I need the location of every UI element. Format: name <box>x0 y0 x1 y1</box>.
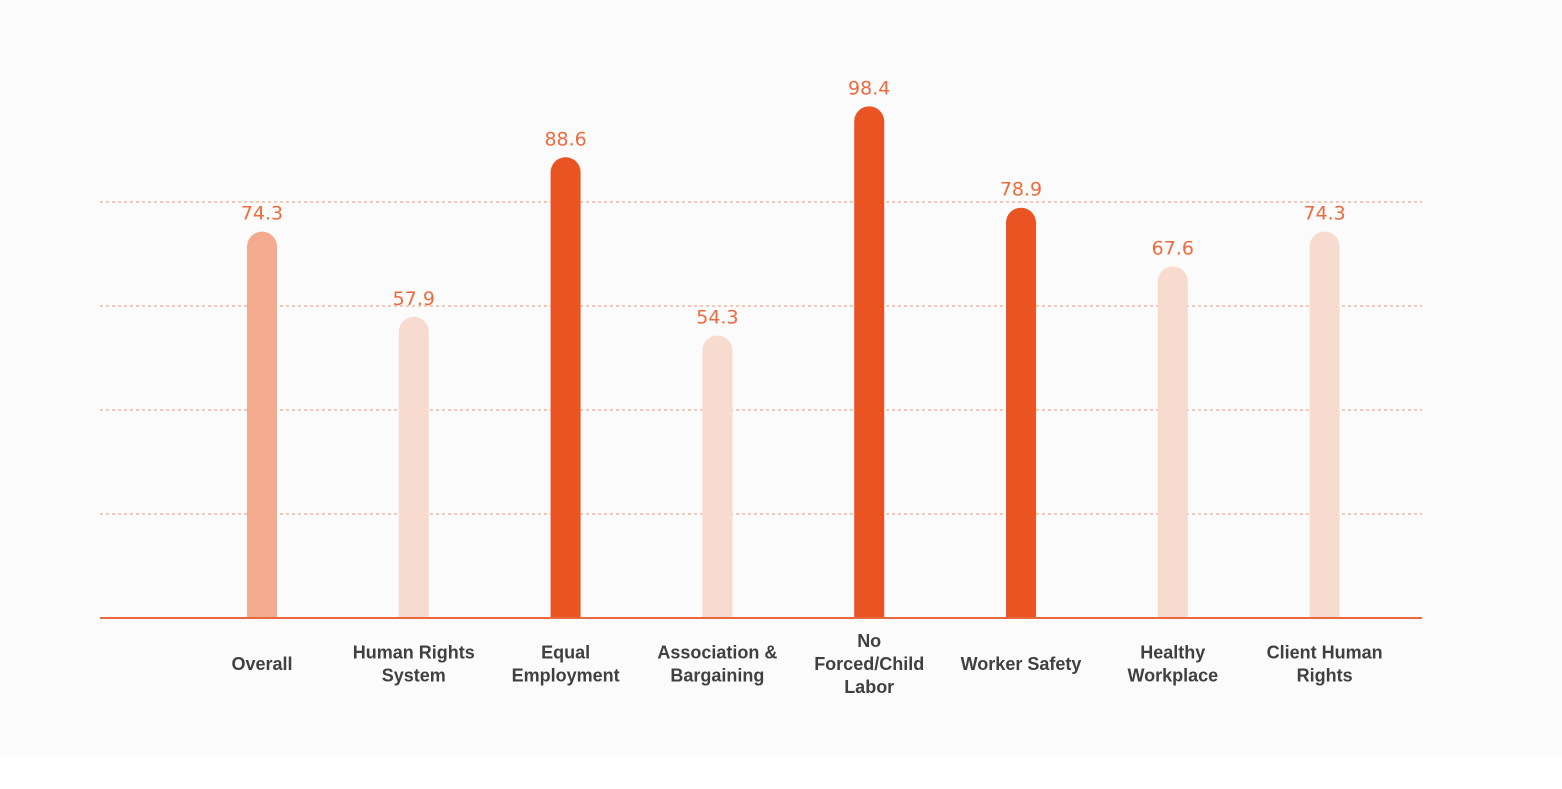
category-label-4-line-2: Labor <box>844 677 894 697</box>
value-label-1: 57.9 <box>393 288 435 310</box>
category-label-1-line-0: Human Rights <box>353 643 475 663</box>
bar-0 <box>247 231 277 618</box>
bar-chart: 74.3 Overall 57.9 Human Rights System 88.6 Equ… <box>100 77 1422 697</box>
category-label-6-line-0: Healthy <box>1140 643 1205 663</box>
category-label-5-line-0: Worker Safety <box>961 654 1082 674</box>
category-label-1-line-1: System <box>382 666 446 686</box>
bar-1 <box>398 316 429 618</box>
category-label-0-line-0: Overall <box>231 654 292 674</box>
value-label-4: 98.4 <box>848 77 890 99</box>
bar-4 <box>854 106 885 618</box>
category-label-7: Client Human Rights <box>1267 643 1383 686</box>
category-label-5: Worker Safety <box>961 654 1082 674</box>
category-label-7-line-0: Client Human <box>1267 643 1383 663</box>
bar-7 <box>1309 231 1340 618</box>
category-label-4: No Forced/Child Labor <box>814 631 924 697</box>
bar-5 <box>1006 207 1036 618</box>
category-label-0: Overall <box>231 654 292 674</box>
category-label-3-line-0: Association & <box>657 643 777 663</box>
value-label-5: 78.9 <box>1000 179 1042 201</box>
bar-3 <box>702 335 733 618</box>
category-label-2-line-1: Employment <box>512 666 620 686</box>
category-label-2-line-0: Equal <box>541 643 590 663</box>
bar-2 <box>550 157 581 618</box>
category-label-2: Equal Employment <box>512 643 620 686</box>
category-label-4-line-1: Forced/Child <box>814 654 924 674</box>
category-label-3: Association & Bargaining <box>657 643 777 686</box>
category-label-6-line-1: Workplace <box>1127 666 1218 686</box>
value-label-7: 74.3 <box>1303 203 1345 225</box>
category-label-1: Human Rights System <box>353 643 475 686</box>
category-label-4-line-0: No <box>857 631 881 651</box>
value-label-0: 74.3 <box>241 203 283 225</box>
value-label-3: 54.3 <box>696 307 738 329</box>
value-label-2: 88.6 <box>544 128 586 150</box>
bar-6 <box>1157 266 1188 618</box>
value-label-6: 67.6 <box>1152 237 1194 259</box>
category-label-3-line-1: Bargaining <box>670 666 764 686</box>
category-label-7-line-1: Rights <box>1297 666 1353 686</box>
chart-panel: 74.3 Overall 57.9 Human Rights System 88.6 Equ… <box>100 77 1422 697</box>
category-label-6: Healthy Workplace <box>1127 643 1218 686</box>
